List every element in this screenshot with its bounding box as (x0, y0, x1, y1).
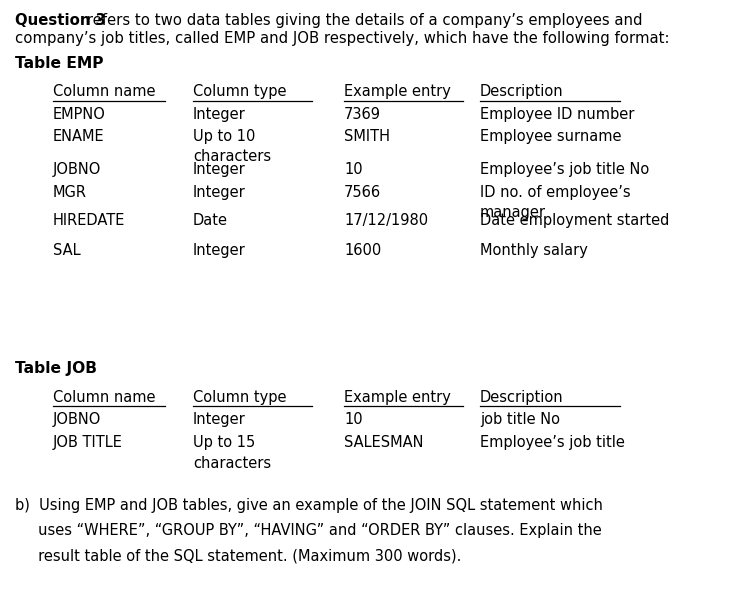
Text: JOBNO: JOBNO (53, 412, 101, 427)
Text: Column name: Column name (53, 84, 156, 99)
Text: Column name: Column name (53, 390, 156, 404)
Text: company’s job titles, called EMP and JOB respectively, which have the following : company’s job titles, called EMP and JOB… (15, 31, 670, 46)
Text: Employee’s job title No: Employee’s job title No (480, 162, 649, 177)
Text: ID no. of employee’s
manager: ID no. of employee’s manager (480, 185, 631, 220)
Text: 7566: 7566 (344, 185, 381, 200)
Text: Table JOB: Table JOB (15, 361, 97, 376)
Text: refers to two data tables giving the details of a company’s employees and: refers to two data tables giving the det… (82, 13, 642, 28)
Text: 7369: 7369 (344, 107, 381, 121)
Text: EMPNO: EMPNO (53, 107, 106, 121)
Text: b)  Using EMP and JOB tables, give an example of the JOIN SQL statement which: b) Using EMP and JOB tables, give an exa… (15, 498, 603, 513)
Text: 10: 10 (344, 412, 363, 427)
Text: SALESMAN: SALESMAN (344, 435, 423, 450)
Text: Question 3: Question 3 (15, 13, 106, 28)
Text: result table of the SQL statement. (Maximum 300 words).: result table of the SQL statement. (Maxi… (15, 548, 461, 563)
Text: Table EMP: Table EMP (15, 56, 104, 70)
Text: 1600: 1600 (344, 243, 381, 258)
Text: Integer: Integer (193, 243, 246, 258)
Text: 10: 10 (344, 162, 363, 177)
Text: Date: Date (193, 213, 228, 228)
Text: Example entry: Example entry (344, 84, 451, 99)
Text: MGR: MGR (53, 185, 87, 200)
Text: SAL: SAL (53, 243, 81, 258)
Text: Date employment started: Date employment started (480, 213, 669, 228)
Text: ENAME: ENAME (53, 129, 104, 144)
Text: Monthly salary: Monthly salary (480, 243, 588, 258)
Text: Column type: Column type (193, 84, 287, 99)
Text: job title No: job title No (480, 412, 560, 427)
Text: Integer: Integer (193, 107, 246, 121)
Text: Description: Description (480, 390, 564, 404)
Text: Employee ID number: Employee ID number (480, 107, 634, 121)
Text: JOBNO: JOBNO (53, 162, 101, 177)
Text: 17/12/1980: 17/12/1980 (344, 213, 428, 228)
Text: Integer: Integer (193, 185, 246, 200)
Text: Integer: Integer (193, 162, 246, 177)
Text: Up to 10
characters: Up to 10 characters (193, 129, 271, 165)
Text: Example entry: Example entry (344, 390, 451, 404)
Text: Description: Description (480, 84, 564, 99)
Text: Column type: Column type (193, 390, 287, 404)
Text: Employee surname: Employee surname (480, 129, 621, 144)
Text: HIREDATE: HIREDATE (53, 213, 125, 228)
Text: JOB TITLE: JOB TITLE (53, 435, 122, 450)
Text: Integer: Integer (193, 412, 246, 427)
Text: Up to 15
characters: Up to 15 characters (193, 435, 271, 471)
Text: SMITH: SMITH (344, 129, 390, 144)
Text: uses “WHERE”, “GROUP BY”, “HAVING” and “ORDER BY” clauses. Explain the: uses “WHERE”, “GROUP BY”, “HAVING” and “… (15, 523, 602, 538)
Text: Employee’s job title: Employee’s job title (480, 435, 625, 450)
